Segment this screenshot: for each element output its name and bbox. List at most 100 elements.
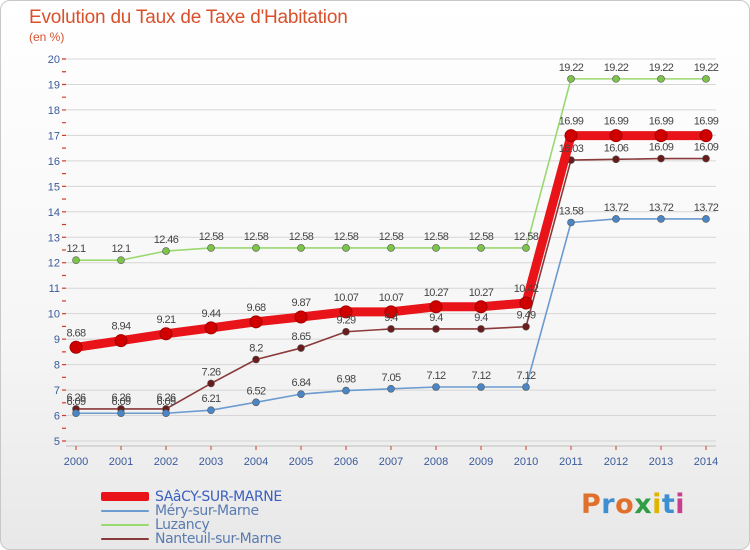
data-point-3 — [612, 155, 620, 164]
data-label-0: 8.94 — [111, 321, 130, 333]
data-label-3: 16.03 — [559, 143, 584, 155]
data-label-1: 6.98 — [336, 374, 355, 386]
data-label-2: 12.58 — [289, 231, 314, 243]
data-point-3 — [702, 154, 710, 163]
data-label-0: 9.44 — [201, 308, 220, 320]
data-point-1 — [387, 384, 395, 393]
data-point-2 — [207, 244, 215, 252]
legend-swatch-luzancy — [101, 523, 149, 526]
data-label-2: 19.22 — [604, 62, 629, 74]
x-tick-label: 2000 — [64, 456, 88, 468]
data-point-0 — [519, 296, 533, 310]
y-tick-label: 18 — [48, 105, 60, 117]
data-point-2 — [117, 256, 125, 264]
data-label-0: 10.27 — [424, 287, 449, 299]
data-point-3 — [252, 355, 260, 364]
data-point-0 — [609, 129, 623, 143]
data-label-3: 8.2 — [249, 343, 263, 355]
x-tick-label: 2011 — [559, 456, 583, 468]
data-label-2: 12.58 — [334, 231, 359, 243]
data-point-1 — [657, 215, 665, 223]
data-label-0: 10.07 — [334, 292, 359, 304]
data-label-1: 13.72 — [694, 202, 719, 214]
brand-letter: i — [675, 489, 686, 520]
data-label-1: 7.12 — [426, 370, 445, 382]
data-point-1 — [297, 390, 305, 398]
data-label-2: 12.46 — [154, 234, 179, 246]
data-point-3 — [522, 322, 530, 331]
data-point-1 — [252, 398, 260, 407]
data-label-1: 6.52 — [246, 385, 265, 397]
x-tick-label: 2003 — [199, 456, 223, 468]
legend-label-mery: Méry-sur-Marne — [155, 502, 259, 519]
data-point-1 — [612, 215, 620, 223]
brand-letter: o — [615, 489, 635, 520]
x-tick-label: 2008 — [424, 456, 448, 468]
data-point-2 — [612, 75, 620, 83]
data-point-3 — [432, 325, 440, 333]
data-point-2 — [297, 244, 305, 252]
data-label-2: 12.58 — [514, 231, 539, 243]
y-tick-label: 20 — [48, 54, 60, 66]
brand-letter: x — [634, 489, 653, 520]
x-tick-label: 2002 — [154, 456, 178, 468]
brand-letter: r — [601, 489, 616, 520]
data-label-0: 16.99 — [604, 116, 629, 128]
data-label-2: 12.1 — [66, 243, 85, 255]
data-label-2: 12.58 — [379, 231, 404, 243]
y-tick-label: 19 — [48, 79, 60, 91]
data-label-3: 6.26 — [156, 392, 175, 404]
data-point-3 — [477, 325, 485, 333]
legend-swatch-nanteuil — [101, 537, 149, 540]
data-label-3: 6.26 — [66, 392, 85, 404]
data-point-1 — [702, 215, 710, 223]
data-label-3: 16.09 — [649, 142, 674, 154]
x-tick-label: 2010 — [514, 456, 538, 468]
brand-letter: i — [652, 489, 662, 520]
legend-item-saacy: SAâCY-SUR-MARNE — [101, 489, 282, 505]
data-point-3 — [387, 325, 395, 333]
data-label-3: 9.4 — [384, 312, 398, 324]
x-tick-label: 2007 — [379, 456, 403, 468]
data-label-3: 16.06 — [604, 142, 629, 154]
data-label-2: 19.22 — [649, 62, 674, 74]
data-point-3 — [207, 379, 215, 388]
data-label-0: 9.87 — [291, 297, 310, 309]
data-label-3: 9.49 — [516, 310, 535, 322]
data-label-2: 12.58 — [199, 231, 224, 243]
data-label-2: 12.58 — [424, 231, 449, 243]
data-point-2 — [522, 244, 530, 252]
data-label-1: 7.12 — [471, 370, 490, 382]
y-tick-label: 12 — [48, 258, 60, 270]
data-point-0 — [204, 321, 218, 335]
data-point-0 — [654, 129, 668, 143]
data-label-1: 7.12 — [516, 370, 535, 382]
data-point-1 — [477, 383, 485, 391]
data-point-2 — [432, 244, 440, 252]
legend-label-nanteuil: Nanteuil-sur-Marne — [155, 530, 282, 547]
data-point-2 — [702, 75, 710, 83]
data-label-0: 10.07 — [379, 292, 404, 304]
data-point-0 — [294, 310, 308, 324]
data-label-1: 7.05 — [381, 372, 400, 384]
y-tick-label: 17 — [48, 130, 60, 142]
data-point-1 — [117, 409, 125, 418]
data-label-3: 9.4 — [429, 312, 443, 324]
data-label-0: 16.99 — [559, 116, 584, 128]
data-point-1 — [72, 409, 80, 418]
data-point-0 — [114, 334, 128, 348]
data-point-2 — [387, 244, 395, 252]
chart-unit: (en %) — [29, 30, 65, 44]
data-label-1: 6.84 — [291, 377, 310, 389]
data-label-0: 9.68 — [246, 302, 265, 314]
data-label-1: 13.72 — [604, 202, 629, 214]
x-tick-label: 2014 — [694, 456, 718, 468]
data-label-3: 16.09 — [694, 142, 719, 154]
data-label-0: 9.21 — [156, 314, 175, 326]
data-label-1: 13.58 — [559, 205, 584, 217]
y-tick-label: 13 — [48, 232, 60, 244]
data-point-2 — [72, 256, 80, 264]
data-point-2 — [567, 75, 575, 83]
data-label-2: 12.1 — [111, 243, 130, 255]
